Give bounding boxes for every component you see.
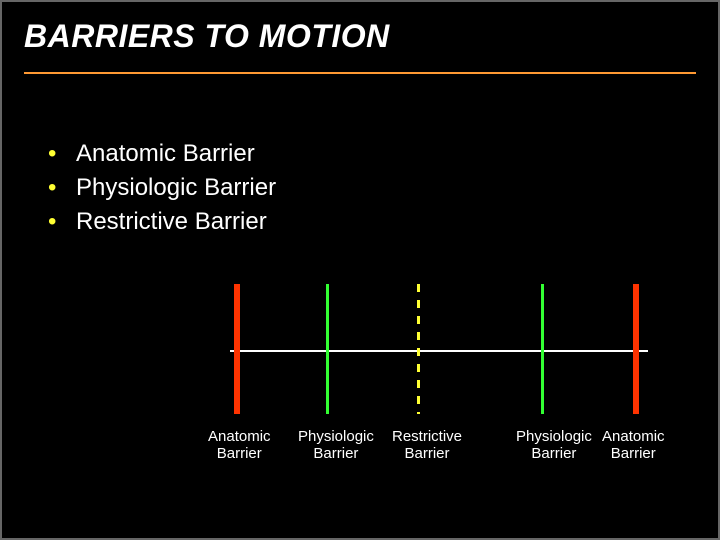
bullet-label: Restrictive Barrier xyxy=(76,208,267,235)
restrictive-bar xyxy=(417,284,420,414)
title-bar: BARRIERS TO MOTION xyxy=(24,18,696,74)
anatomic-right-bar xyxy=(633,284,639,414)
bullet-label: Anatomic Barrier xyxy=(76,140,255,167)
page-title: BARRIERS TO MOTION xyxy=(24,18,696,55)
axis-line xyxy=(230,350,648,352)
list-item: Restrictive Barrier xyxy=(48,208,276,236)
bullet-label: Physiologic Barrier xyxy=(76,174,276,201)
anatomic-left-bar xyxy=(234,284,240,414)
diagram-label: Anatomic Barrier xyxy=(602,428,665,463)
list-item: Anatomic Barrier xyxy=(48,140,276,168)
physiologic-right-bar xyxy=(541,284,544,414)
diagram-label: Physiologic Barrier xyxy=(516,428,592,463)
diagram-label: Restrictive Barrier xyxy=(392,428,462,463)
physiologic-left-bar xyxy=(326,284,329,414)
diagram-label: Anatomic Barrier xyxy=(208,428,271,463)
list-item: Physiologic Barrier xyxy=(48,174,276,202)
bullet-list: Anatomic Barrier Physiologic Barrier Res… xyxy=(48,140,276,242)
diagram-label: Physiologic Barrier xyxy=(298,428,374,463)
